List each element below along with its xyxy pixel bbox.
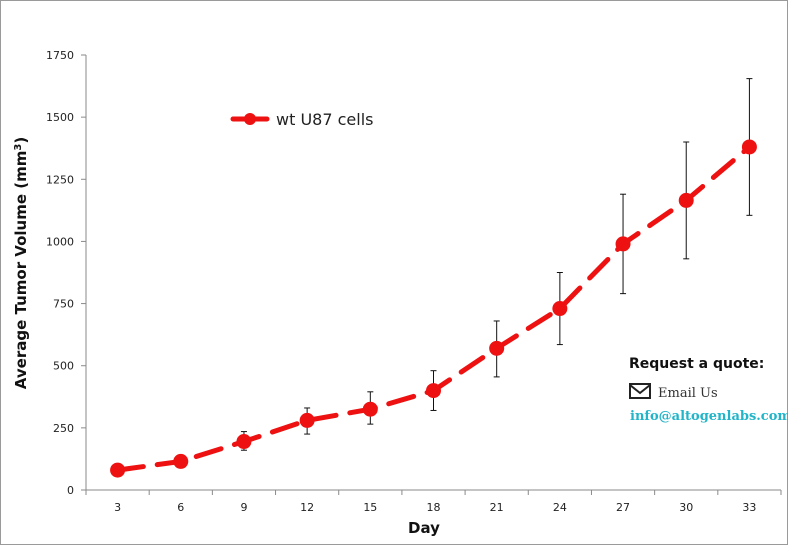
x-tick-label: 9 [240, 501, 247, 514]
data-point [489, 340, 505, 356]
x-tick-label: 21 [490, 501, 504, 514]
data-point [362, 401, 378, 417]
y-axis-title-superscript: 3 [13, 144, 24, 151]
y-tick-label: 1250 [46, 173, 74, 186]
data-point [678, 192, 694, 208]
y-tick-label: 1750 [46, 49, 74, 62]
quote-title: Request a quote: [629, 356, 764, 372]
y-axis-title-text: Average Tumor Volume (mm [12, 151, 30, 390]
y-axis-title-close: ) [12, 137, 30, 144]
data-point [615, 236, 631, 252]
legend-label: wt U87 cells [276, 110, 373, 129]
x-tick-label: 6 [177, 501, 184, 514]
x-tick-label: 33 [742, 501, 756, 514]
email-us-link[interactable]: Email Us [658, 386, 718, 401]
x-tick-label: 18 [427, 501, 441, 514]
x-tick-label: 12 [300, 501, 314, 514]
y-tick-label: 750 [53, 298, 74, 311]
legend: wt U87 cells [230, 110, 373, 129]
x-axis-title: Day [408, 519, 440, 537]
data-point [741, 139, 757, 155]
x-tick-label: 15 [363, 501, 377, 514]
data-point [552, 301, 568, 317]
legend-marker [244, 113, 256, 125]
x-tick-label: 24 [553, 501, 567, 514]
y-tick-label: 1000 [46, 235, 74, 248]
data-point [173, 453, 189, 469]
data-point [110, 462, 126, 478]
x-tick-label: 27 [616, 501, 630, 514]
data-point [426, 383, 441, 399]
series-points [110, 139, 757, 478]
x-ticks: 3 6 9 12 15 18 21 24 27 30 33 [85, 490, 782, 514]
y-tick-label: 1500 [46, 111, 74, 124]
y-tick-label: 250 [53, 422, 74, 435]
y-axis-title: Average Tumor Volume (mm3) [12, 137, 30, 389]
envelope-icon [629, 383, 651, 399]
data-point [236, 434, 252, 450]
y-tick-label: 0 [67, 484, 74, 497]
quote-box: Request a quote: Email Us info@altogenla… [629, 356, 788, 424]
data-point [299, 412, 315, 428]
y-ticks: 0 250 500 750 1000 1250 1500 1750 [46, 49, 86, 497]
axes [85, 55, 781, 491]
x-tick-label: 30 [679, 501, 693, 514]
y-tick-label: 500 [53, 360, 74, 373]
email-address-link[interactable]: info@altogenlabs.com [630, 409, 788, 424]
x-tick-label: 3 [114, 501, 121, 514]
